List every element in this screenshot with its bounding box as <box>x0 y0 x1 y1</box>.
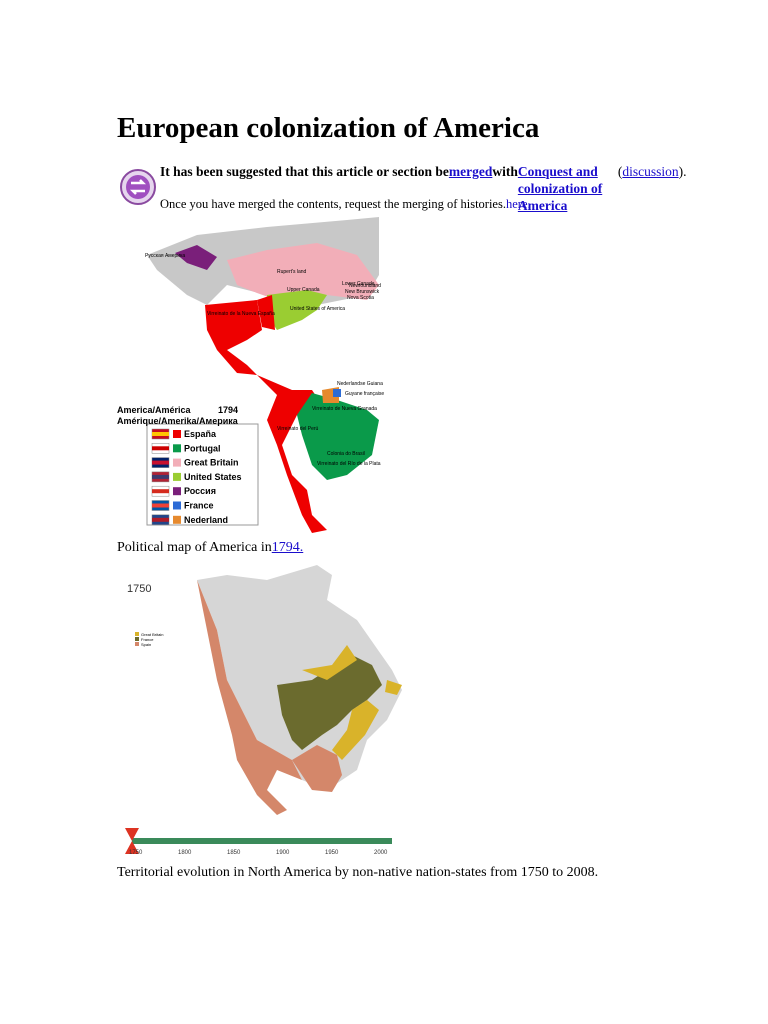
flag <box>152 503 169 508</box>
notice-line: Once you have merged the contents, reque… <box>160 197 531 212</box>
map-label: New Brunswick <box>345 289 380 295</box>
map-1794: Русская Америка Rupert's land Lower Canada… <box>117 217 384 533</box>
legend-label: Spain <box>141 642 151 647</box>
legend-year: 1794 <box>218 405 238 415</box>
map-label: Upper Canada <box>287 287 320 293</box>
map-label: Virreinato de la Nueva España <box>207 311 275 317</box>
legend-swatch <box>135 632 139 636</box>
map-label: Virreinato del Perú <box>277 426 319 432</box>
legend-swatch <box>173 501 181 510</box>
map-year: 1750 <box>127 583 151 595</box>
legend-swatch <box>173 430 181 438</box>
link[interactable]: here. <box>505 197 531 211</box>
timeline-label: 1850 <box>227 850 241 856</box>
map-label: Colonia do Brasil <box>327 451 365 457</box>
legend-label: France <box>184 501 214 511</box>
caption: Territorial evolution in North America b… <box>117 865 599 880</box>
notice-text: ). <box>678 164 687 179</box>
caption-text: Political map of America in <box>117 540 272 555</box>
legend-label: Portugal <box>184 443 221 453</box>
legend-swatch <box>173 472 181 481</box>
link[interactable]: discussion <box>622 164 679 179</box>
flag <box>152 474 169 479</box>
timeline-label: 1950 <box>325 850 339 856</box>
notice-text: It has been suggested that this article … <box>160 164 449 179</box>
flag <box>152 489 169 494</box>
legend-swatch <box>173 487 181 496</box>
map-label: Rupert's land <box>277 269 307 275</box>
legend-swatch <box>173 515 181 524</box>
map-label: Virreinato de Nueva Granada <box>312 406 377 412</box>
merge-icon <box>120 169 156 205</box>
timeline-label: 1900 <box>276 850 290 856</box>
legend-title: America/América <box>117 405 192 415</box>
legend-label: Great Britain <box>141 632 163 637</box>
caption: Political map of America in1794. <box>117 540 303 556</box>
legend-swatch <box>173 458 181 467</box>
flag <box>152 432 169 436</box>
link[interactable]: merged <box>448 164 493 179</box>
legend-label: France <box>141 637 154 642</box>
flag <box>152 460 169 465</box>
title: European colonization of America <box>117 112 540 144</box>
link[interactable]: Conquest and colonization of America <box>517 164 603 213</box>
notice: It has been suggested that this article … <box>160 163 687 214</box>
flag <box>152 446 169 451</box>
map-label: Newfoundland <box>349 283 381 289</box>
flag <box>152 517 169 522</box>
legend-subtitle: Amérique/Amerika/Америка <box>117 416 239 426</box>
timeline-label: 1750 <box>129 850 143 856</box>
notice-text: with <box>492 164 518 179</box>
legend-label: España <box>184 429 217 439</box>
map-label: Virreinato del Río de la Plata <box>317 461 381 467</box>
link[interactable]: 1794. <box>271 540 304 555</box>
map-label: Guyane française <box>345 391 384 397</box>
map-label: United States of America <box>290 306 345 312</box>
map-label: Nederlandse Guiana <box>337 381 383 387</box>
notice-text: ( <box>617 164 623 179</box>
legend-swatch <box>135 637 139 641</box>
map-label: Lower Canada <box>342 281 375 287</box>
legend-label: Nederland <box>184 515 228 525</box>
legend-swatch <box>135 642 139 646</box>
timeline-label: 1800 <box>178 850 192 856</box>
map-label: Русская Америка <box>145 253 185 259</box>
legend-label: United States <box>184 472 242 482</box>
legend-swatch <box>173 444 181 453</box>
timeline-label: 2000 <box>374 850 388 856</box>
notice-text: Once you have merged the contents, reque… <box>160 197 506 211</box>
legend-label: Great Britain <box>184 458 239 468</box>
map-label: Nova Scotia <box>347 295 374 301</box>
map-labels: Русская Америка Rupert's land Lower Canada… <box>145 253 384 467</box>
legend-label: Россия <box>184 486 216 496</box>
